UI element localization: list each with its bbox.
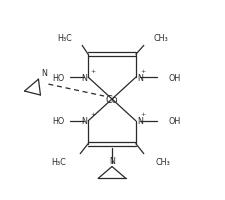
Text: N: N bbox=[81, 117, 87, 126]
Text: +: + bbox=[140, 68, 145, 73]
Text: OH: OH bbox=[169, 117, 181, 126]
Text: CH₃: CH₃ bbox=[154, 34, 169, 43]
Text: +: + bbox=[90, 112, 96, 117]
Text: N: N bbox=[137, 117, 143, 126]
Text: N: N bbox=[109, 156, 115, 165]
Text: H₃C: H₃C bbox=[52, 157, 66, 166]
Text: OH: OH bbox=[169, 73, 181, 82]
Text: N: N bbox=[41, 69, 47, 78]
Text: +: + bbox=[140, 112, 145, 117]
Text: HO: HO bbox=[52, 73, 64, 82]
Text: HO: HO bbox=[52, 117, 64, 126]
Text: CH₃: CH₃ bbox=[156, 157, 171, 166]
Text: Co: Co bbox=[106, 95, 118, 104]
Text: N: N bbox=[137, 73, 143, 82]
Text: H₃C: H₃C bbox=[58, 34, 72, 43]
Text: N: N bbox=[81, 73, 87, 82]
Text: +: + bbox=[90, 68, 96, 73]
